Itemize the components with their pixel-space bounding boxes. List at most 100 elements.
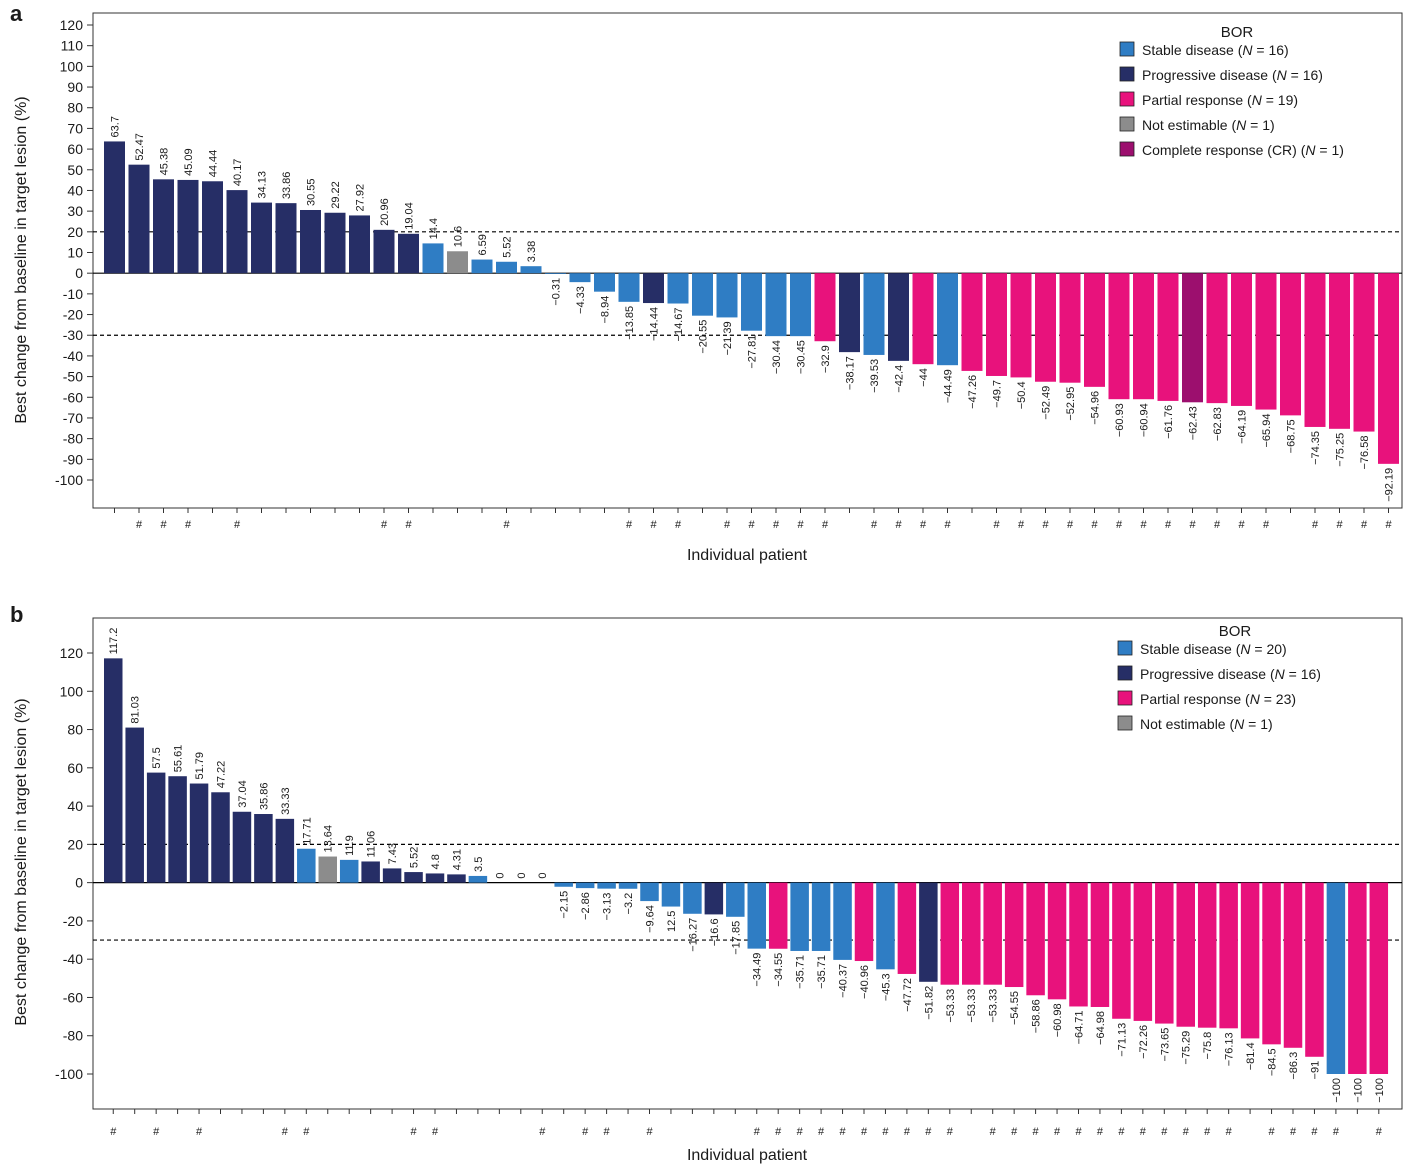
y-tick-label: -30: [63, 327, 83, 343]
bar-partial-response: [962, 882, 981, 985]
bar-partial-response: [897, 882, 917, 974]
bar-value-label: 52.47: [134, 133, 146, 161]
bar-stable-disease: [747, 882, 766, 949]
y-tick-label: 70: [67, 120, 83, 136]
legend-swatch: [1117, 640, 1133, 656]
bar-value-label: 0: [494, 873, 506, 879]
bar-value-label: −0.31: [551, 278, 563, 306]
bar-value-label: −39.53: [869, 359, 881, 393]
bar-stable-disease: [575, 882, 595, 889]
bar-value-label: −75.25: [1335, 433, 1347, 467]
bar-value-label: 33.33: [280, 787, 292, 815]
bar-partial-response: [940, 882, 960, 985]
bar-value-label: 44.44: [208, 150, 220, 178]
bar-value-label: −40.37: [838, 964, 850, 998]
bar-value-label: −49.7: [992, 380, 1004, 408]
bar-partial-response: [1305, 882, 1324, 1057]
bar-value-label: 3.5: [473, 857, 485, 872]
bar-progressive-disease: [398, 233, 419, 274]
y-tick-label: -100: [55, 1066, 83, 1082]
bar-value-label: −34.49: [752, 953, 764, 987]
bar-partial-response: [1255, 273, 1277, 410]
hash-marker: #: [503, 519, 510, 531]
bar-progressive-disease: [361, 861, 380, 883]
hash-marker: #: [1268, 1126, 1275, 1138]
bar-value-label: 5.52: [409, 847, 421, 868]
y-tick-label: 100: [60, 683, 84, 699]
panel-a: a 1201101009080706050403020100-10-20-30-…: [10, 1, 1403, 564]
hash-marker: #: [861, 1126, 868, 1138]
bar-value-label: −60.98: [1052, 1003, 1064, 1037]
bar-value-label: 35.86: [258, 782, 270, 810]
bar-partial-response: [854, 882, 874, 962]
bar-value-label: −100: [1374, 1078, 1386, 1103]
hash-marker: #: [626, 519, 633, 531]
bar-progressive-disease: [349, 215, 370, 274]
y-tick-label: 80: [67, 100, 83, 116]
hash-marker: #: [1204, 1126, 1211, 1138]
bar-value-label: −14.44: [649, 307, 661, 341]
bar-stable-disease: [876, 882, 895, 970]
bar-stable-disease: [716, 273, 738, 318]
bar-partial-response: [1084, 273, 1105, 387]
bar-value-label: −72.26: [1138, 1025, 1150, 1059]
hash-marker: #: [160, 519, 167, 531]
hash-marker: #: [818, 1126, 825, 1138]
bar-value-label: 45.38: [159, 148, 171, 176]
bar-partial-response: [1280, 273, 1301, 416]
bar-stable-disease: [339, 859, 359, 883]
bar-value-label: 5.52: [502, 236, 514, 257]
bar-partial-response: [1112, 882, 1131, 1019]
hash-marker: #: [1311, 1126, 1318, 1138]
bar-stable-disease: [597, 882, 616, 889]
bar-value-label: 17.71: [301, 817, 313, 845]
hash-marker: #: [990, 1126, 997, 1138]
bar-value-label: 45.09: [183, 148, 195, 176]
bar-value-label: 3.38: [526, 241, 538, 262]
hash-marker: #: [604, 1126, 611, 1138]
bar-value-label: −44: [918, 368, 930, 387]
bar-stable-disease: [594, 273, 615, 292]
bar-value-label: −74.35: [1310, 431, 1322, 465]
y-tick-label: 20: [67, 224, 83, 240]
bar-value-label: −53.33: [966, 989, 978, 1023]
bar-value-labels: 117.2 81.03 57.5 55.61 51.79 47.22 37.04 35.86 3…: [108, 628, 1386, 1103]
hash-marker: #: [110, 1126, 117, 1138]
y-axis-title: Best change from baseline in target lesi…: [13, 96, 30, 423]
bar-stable-disease: [790, 273, 811, 337]
bar-progressive-disease: [447, 874, 466, 883]
y-tick-label: 10: [67, 245, 83, 261]
y-tick-label: 90: [67, 79, 83, 95]
bar-partial-response: [1176, 882, 1195, 1027]
bar-value-label: 57.5: [151, 747, 163, 768]
bar-partial-response: [912, 273, 934, 365]
bar-value-label: −30.45: [796, 340, 808, 374]
bar-progressive-disease: [146, 772, 166, 883]
bar-progressive-disease: [168, 776, 187, 883]
y-tick-label: -10: [63, 286, 83, 302]
legend-swatch: [1119, 41, 1135, 57]
legend-entry: Partial response (N = 23): [1140, 691, 1296, 707]
bar-partial-response: [1348, 882, 1367, 1074]
hash-marker: #: [303, 1126, 310, 1138]
legend-entry: Stable disease (N = 20): [1140, 641, 1287, 657]
y-tick-label: 120: [60, 645, 84, 661]
hash-marker: #: [1011, 1126, 1018, 1138]
hash-marker: #: [944, 519, 951, 531]
bar-partial-response: [961, 273, 983, 371]
bar-progressive-disease: [104, 658, 123, 883]
bar-stable-disease: [863, 273, 885, 355]
hash-marker: #: [1140, 1126, 1147, 1138]
bar-value-label: −53.33: [945, 989, 957, 1023]
y-tick-label: -60: [63, 389, 83, 405]
bar-not-estimable: [318, 856, 337, 883]
bar-value-label: 34.13: [257, 171, 269, 199]
bar-value-label: 19.04: [404, 202, 416, 230]
y-tick-label: 20: [67, 836, 83, 852]
bar-value-label: 0: [516, 873, 528, 879]
y-tick-label: -80: [63, 431, 83, 447]
panel-b: b 120 100 80 60 40 20 0 -20 -40 -60 -80 -100 117.2 8…: [10, 602, 1403, 1164]
bar-stable-disease: [422, 243, 444, 274]
